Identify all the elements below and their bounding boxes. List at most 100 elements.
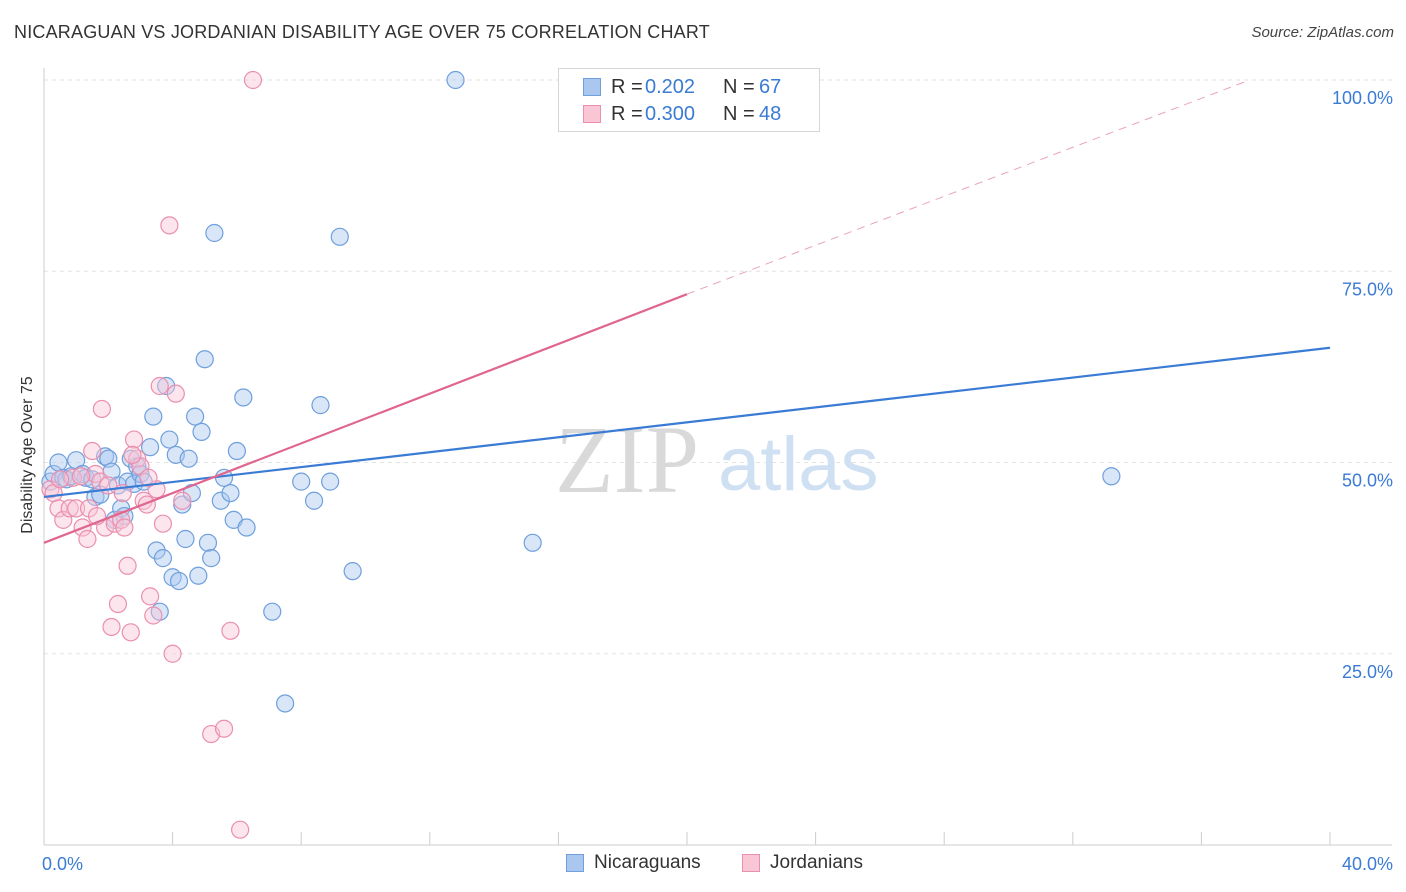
- point-nicaraguans-53: [263, 602, 282, 621]
- gridlines: [44, 79, 1392, 655]
- point-jordanians-18: [115, 518, 134, 537]
- legend-row-nicaraguans: R = 0.202 N = 67: [583, 74, 781, 100]
- point-jordanians-26: [140, 587, 160, 606]
- point-nicaraguans-42: [195, 350, 214, 369]
- legend-swatch-nicaraguans: [583, 78, 601, 96]
- point-jordanians-32: [163, 644, 182, 663]
- axes: [43, 68, 1392, 846]
- point-nicaraguans-62: [523, 533, 542, 552]
- r-label: R =: [611, 102, 643, 125]
- tick-labels: 100.0% 75.0% 50.0% 25.0% 0.0% 40.0%: [42, 88, 1393, 874]
- point-nicaraguans-44: [202, 549, 221, 568]
- point-jordanians-20: [121, 623, 140, 642]
- point-nicaraguans-45: [205, 223, 224, 243]
- point-jordanians-34: [173, 491, 192, 510]
- point-nicaraguans-58: [321, 472, 340, 491]
- point-nicaraguans-34: [169, 571, 189, 591]
- point-nicaraguans-61: [446, 70, 465, 90]
- point-jordanians-38: [231, 820, 250, 839]
- legend-row-jordanians: R = 0.300 N = 48: [583, 101, 781, 127]
- point-nicaraguans-52: [237, 518, 256, 537]
- point-nicaraguans-31: [160, 430, 179, 449]
- point-nicaraguans-40: [189, 566, 208, 585]
- point-jordanians-5: [67, 499, 86, 518]
- point-nicaraguans-57: [311, 396, 330, 415]
- point-jordanians-44: [71, 467, 91, 486]
- point-nicaraguans-60: [343, 562, 362, 581]
- legend-label-jordanians: Jordanians: [770, 852, 863, 873]
- point-nicaraguans-48: [221, 484, 240, 503]
- point-nicaraguans-63: [1102, 467, 1121, 486]
- x-tick-label-0: 0.0%: [42, 854, 83, 874]
- point-jordanians-29: [150, 376, 169, 396]
- point-nicaraguans-39: [186, 407, 205, 426]
- point-nicaraguans-56: [304, 491, 324, 510]
- point-jordanians-45: [50, 470, 70, 489]
- n-label: N =: [723, 102, 755, 125]
- point-jordanians-42: [123, 445, 142, 464]
- y-tick-label-2: 50.0%: [1342, 471, 1393, 491]
- point-nicaraguans-54: [276, 694, 295, 713]
- point-jordanians-30: [153, 514, 173, 533]
- legend-swatch-nicaraguans: [566, 854, 584, 872]
- trend-lines: [43, 79, 1331, 544]
- legend-swatch-jordanians: [583, 105, 601, 123]
- point-nicaraguans-50: [227, 441, 246, 461]
- point-jordanians-19: [118, 556, 137, 575]
- point-jordanians-4: [60, 499, 79, 518]
- point-jordanians-3: [54, 510, 73, 529]
- point-nicaraguans-36: [176, 529, 195, 549]
- trend-line-jordanians-extension: [686, 79, 1250, 295]
- series-legend: Nicaraguans Jordanians: [0, 852, 1406, 878]
- trend-line-jordanians: [43, 293, 688, 544]
- correlation-legend: R = 0.202 N = 67 R = 0.300 N = 48: [558, 68, 820, 132]
- point-jordanians-27: [144, 606, 163, 625]
- point-jordanians-8: [83, 441, 102, 461]
- n-label: N =: [723, 75, 755, 98]
- point-jordanians-31: [160, 216, 179, 235]
- legend-swatch-jordanians: [742, 854, 760, 872]
- point-nicaraguans-2: [49, 453, 68, 472]
- point-nicaraguans-55: [292, 472, 311, 491]
- point-nicaraguans-25: [140, 438, 160, 457]
- point-nicaraguans-43: [198, 533, 218, 552]
- n-value: 48: [759, 102, 782, 125]
- point-jordanians-36: [214, 719, 234, 738]
- point-jordanians-33: [166, 384, 185, 403]
- y-tick-label-3: 25.0%: [1342, 662, 1393, 682]
- series-jordanians: [41, 70, 263, 839]
- point-jordanians-39: [243, 70, 263, 90]
- r-label: R =: [611, 75, 643, 98]
- chart-title: NICARAGUAN VS JORDANIAN DISABILITY AGE O…: [14, 22, 710, 42]
- point-jordanians-21: [124, 430, 144, 449]
- point-jordanians-7: [78, 529, 97, 549]
- x-tick-label-1: 40.0%: [1342, 854, 1393, 874]
- watermark-zip: ZIP: [555, 406, 699, 513]
- point-jordanians-43: [139, 468, 158, 487]
- y-tick-label-0: 100.0%: [1332, 88, 1393, 108]
- point-nicaraguans-4: [57, 470, 76, 489]
- point-nicaraguans-41: [192, 422, 211, 441]
- series-nicaraguans: [41, 70, 1121, 713]
- chart-source: Source: ZipAtlas.com: [1251, 24, 1394, 41]
- point-nicaraguans-59: [330, 227, 349, 246]
- watermark-atlas: atlas: [718, 422, 879, 507]
- point-nicaraguans-30: [157, 376, 176, 396]
- point-nicaraguans-51: [234, 388, 253, 407]
- point-jordanians-16: [108, 594, 128, 614]
- r-value: 0.202: [645, 75, 696, 98]
- point-nicaraguans-29: [153, 549, 173, 568]
- point-nicaraguans-26: [144, 407, 163, 426]
- point-nicaraguans-37: [179, 449, 198, 468]
- legend-item-nicaraguans[interactable]: Nicaraguans: [566, 852, 701, 874]
- y-tick-label-1: 75.0%: [1342, 279, 1393, 299]
- r-value: 0.300: [645, 102, 696, 125]
- point-nicaraguans-46: [211, 491, 230, 510]
- point-jordanians-11: [92, 399, 111, 419]
- point-jordanians-14: [102, 617, 121, 637]
- legend-item-jordanians[interactable]: Jordanians: [742, 852, 863, 874]
- n-value: 67: [759, 75, 782, 98]
- trend-line-nicaraguans: [43, 346, 1331, 499]
- point-jordanians-37: [221, 621, 240, 640]
